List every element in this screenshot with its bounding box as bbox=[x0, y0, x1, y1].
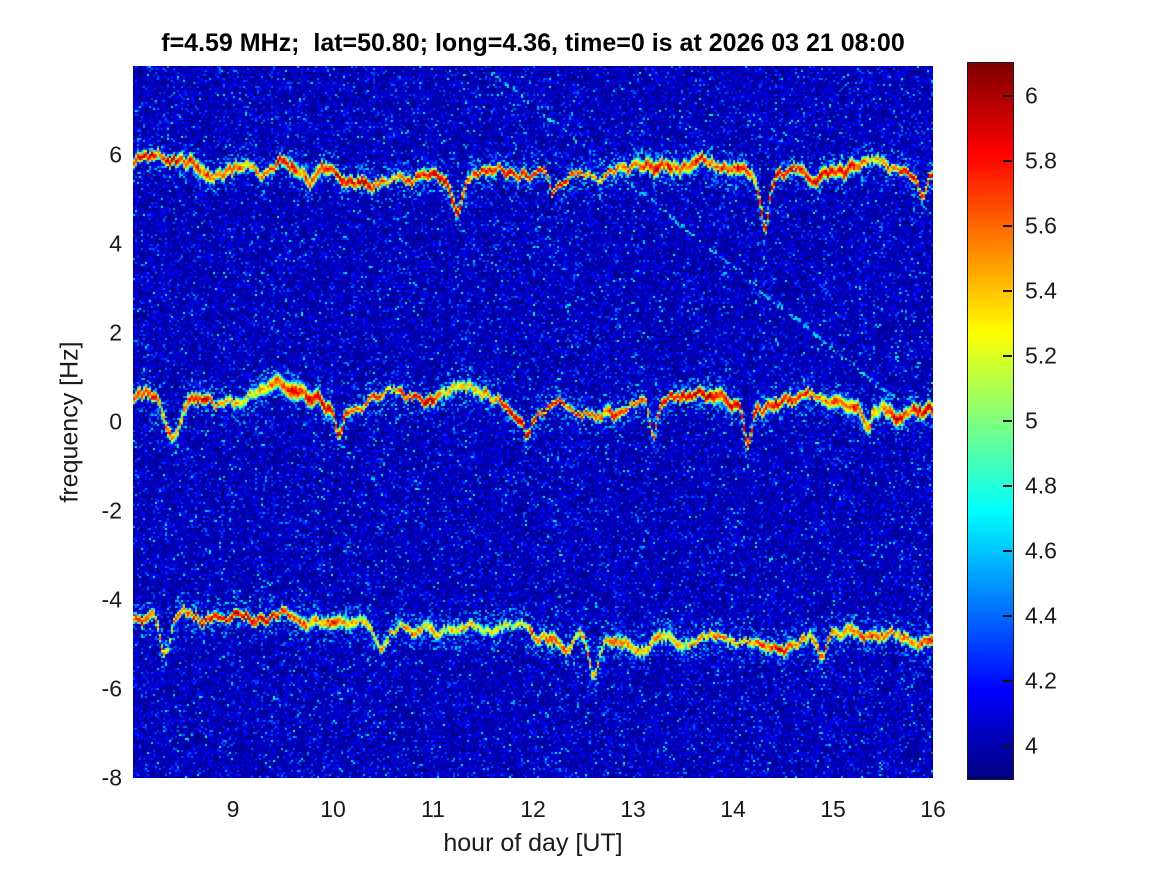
colorbar-tick-label: 5.2 bbox=[1025, 342, 1057, 369]
colorbar-tick-mark bbox=[1003, 615, 1012, 618]
colorbar-tick-mark bbox=[1003, 420, 1012, 422]
y-tick-label: 2 bbox=[109, 319, 122, 346]
colorbar-tick-label: 5 bbox=[1025, 407, 1038, 434]
x-tick-label: 15 bbox=[820, 796, 846, 822]
colorbar-tick-mark bbox=[1003, 224, 1012, 227]
colorbar-tick-label: 6 bbox=[1025, 82, 1038, 109]
colorbar-tick-label: 4.4 bbox=[1025, 602, 1057, 629]
x-tick-label: 16 bbox=[920, 796, 946, 822]
colorbar-tick-mark bbox=[1003, 289, 1012, 292]
colorbar-tick-mark bbox=[1003, 94, 1012, 97]
y-tick-label: 4 bbox=[109, 230, 122, 257]
y-tick-label: 0 bbox=[109, 408, 122, 435]
colorbar-tick-mark bbox=[1003, 745, 1012, 748]
colorbar-tick-mark bbox=[1003, 354, 1012, 357]
y-tick-label: -4 bbox=[101, 586, 122, 613]
colorbar-tick-label: 4.8 bbox=[1025, 472, 1057, 499]
colorbar-tick-mark bbox=[1003, 680, 1012, 683]
colorbar-tick-label: 5.4 bbox=[1025, 277, 1057, 304]
colorbar-tick-label: 4.6 bbox=[1025, 537, 1057, 564]
colorbar-tick-label: 4 bbox=[1025, 732, 1038, 759]
spectrogram-canvas bbox=[133, 66, 933, 778]
plot-title: f=4.59 MHz; lat=50.80; long=4.36, time=0… bbox=[161, 29, 905, 57]
x-tick-label: 13 bbox=[620, 796, 646, 822]
colorbar-tick-label: 4.2 bbox=[1025, 667, 1057, 694]
x-tick-label: 12 bbox=[520, 796, 546, 822]
x-tick-label: 14 bbox=[720, 796, 746, 822]
y-tick-label: -6 bbox=[101, 675, 122, 702]
y-tick-label: -2 bbox=[101, 497, 122, 524]
x-tick-label: 9 bbox=[226, 796, 240, 822]
colorbar-tick-mark bbox=[1003, 550, 1012, 553]
colorbar-tick-mark bbox=[1003, 485, 1012, 488]
colorbar-tick-mark bbox=[1003, 159, 1012, 162]
y-axis-label: frequency [Hz] bbox=[55, 341, 84, 503]
x-tick-label: 10 bbox=[320, 796, 346, 822]
x-axis-label: hour of day [UT] bbox=[443, 829, 623, 857]
y-tick-label: -8 bbox=[101, 764, 122, 791]
x-tick-label: 11 bbox=[421, 796, 445, 822]
colorbar-tick-label: 5.6 bbox=[1025, 212, 1057, 239]
y-tick-label: 6 bbox=[109, 141, 122, 168]
colorbar-tick-label: 5.8 bbox=[1025, 147, 1057, 174]
